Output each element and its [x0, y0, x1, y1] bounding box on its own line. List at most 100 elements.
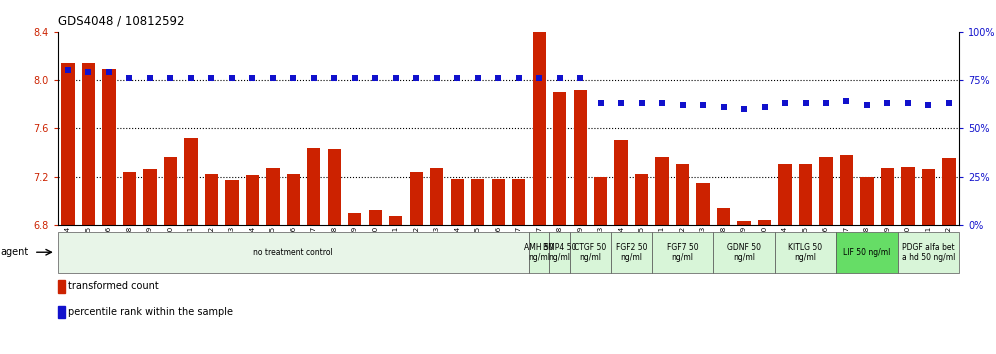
- Text: AMH 50
ng/ml: AMH 50 ng/ml: [524, 242, 554, 262]
- Bar: [533, 32, 546, 225]
- Bar: [778, 165, 792, 225]
- Bar: [225, 180, 239, 225]
- Point: [654, 101, 670, 106]
- Point: [429, 75, 445, 81]
- Text: FGF7 50
ng/ml: FGF7 50 ng/ml: [666, 242, 698, 262]
- Text: BMP4 50
ng/ml: BMP4 50 ng/ml: [543, 242, 577, 262]
- Bar: [58, 306, 65, 319]
- Bar: [758, 220, 771, 225]
- Point: [101, 69, 117, 75]
- Bar: [184, 138, 197, 225]
- Text: no treatment control: no treatment control: [253, 248, 334, 257]
- Point: [552, 75, 568, 81]
- Point: [879, 101, 895, 106]
- Point: [449, 75, 465, 81]
- Bar: [574, 90, 587, 225]
- Bar: [123, 172, 136, 225]
- Point: [715, 104, 731, 110]
- Point: [490, 75, 506, 81]
- Bar: [651, 232, 713, 273]
- Bar: [713, 232, 775, 273]
- Text: percentile rank within the sample: percentile rank within the sample: [68, 307, 233, 316]
- Point: [265, 75, 281, 81]
- Bar: [635, 174, 648, 225]
- Point: [798, 101, 814, 106]
- Bar: [594, 177, 608, 225]
- Bar: [775, 232, 837, 273]
- Point: [941, 101, 957, 106]
- Point: [818, 101, 834, 106]
- Point: [244, 75, 260, 81]
- Text: FGF2 50
ng/ml: FGF2 50 ng/ml: [616, 242, 647, 262]
- Text: GDS4048 / 10812592: GDS4048 / 10812592: [58, 14, 184, 27]
- Bar: [837, 232, 897, 273]
- Text: CTGF 50
ng/ml: CTGF 50 ng/ml: [575, 242, 607, 262]
- Bar: [58, 280, 65, 293]
- Bar: [820, 157, 833, 225]
- Point: [674, 102, 690, 108]
- Point: [572, 75, 588, 81]
- Point: [203, 75, 219, 81]
- Point: [593, 101, 609, 106]
- Point: [347, 75, 363, 81]
- Bar: [717, 208, 730, 225]
- Bar: [897, 232, 959, 273]
- Bar: [143, 169, 156, 225]
- Bar: [921, 169, 935, 225]
- Bar: [611, 232, 651, 273]
- Text: PDGF alfa bet
a hd 50 ng/ml: PDGF alfa bet a hd 50 ng/ml: [901, 242, 955, 262]
- Bar: [676, 165, 689, 225]
- Bar: [205, 174, 218, 225]
- Bar: [553, 92, 567, 225]
- Point: [286, 75, 302, 81]
- Point: [633, 101, 649, 106]
- Bar: [861, 177, 873, 225]
- Point: [900, 101, 916, 106]
- Point: [122, 75, 137, 81]
- Bar: [82, 63, 96, 225]
- Point: [511, 75, 527, 81]
- Point: [183, 75, 199, 81]
- Point: [859, 102, 874, 108]
- Point: [920, 102, 936, 108]
- Point: [695, 102, 711, 108]
- Bar: [512, 179, 525, 225]
- Bar: [570, 232, 611, 273]
- Point: [408, 75, 424, 81]
- Bar: [840, 155, 854, 225]
- Bar: [328, 149, 341, 225]
- Bar: [58, 232, 529, 273]
- Bar: [409, 172, 423, 225]
- Bar: [880, 168, 894, 225]
- Point: [736, 106, 752, 112]
- Point: [614, 101, 629, 106]
- Point: [60, 68, 76, 73]
- Point: [470, 75, 486, 81]
- Bar: [62, 63, 75, 225]
- Bar: [901, 167, 914, 225]
- Bar: [492, 179, 505, 225]
- Bar: [287, 174, 300, 225]
- Bar: [450, 179, 464, 225]
- Point: [327, 75, 343, 81]
- Bar: [737, 221, 751, 225]
- Bar: [369, 210, 381, 225]
- Bar: [430, 168, 443, 225]
- Bar: [471, 179, 484, 225]
- Bar: [550, 232, 570, 273]
- Bar: [307, 148, 321, 225]
- Bar: [266, 168, 280, 225]
- Point: [757, 104, 773, 110]
- Bar: [349, 213, 362, 225]
- Bar: [389, 216, 402, 225]
- Bar: [163, 157, 177, 225]
- Text: transformed count: transformed count: [68, 281, 158, 291]
- Bar: [942, 159, 955, 225]
- Point: [162, 75, 178, 81]
- Bar: [655, 157, 668, 225]
- Bar: [103, 69, 116, 225]
- Point: [531, 75, 547, 81]
- Bar: [696, 183, 710, 225]
- Point: [387, 75, 403, 81]
- Text: agent: agent: [0, 247, 28, 257]
